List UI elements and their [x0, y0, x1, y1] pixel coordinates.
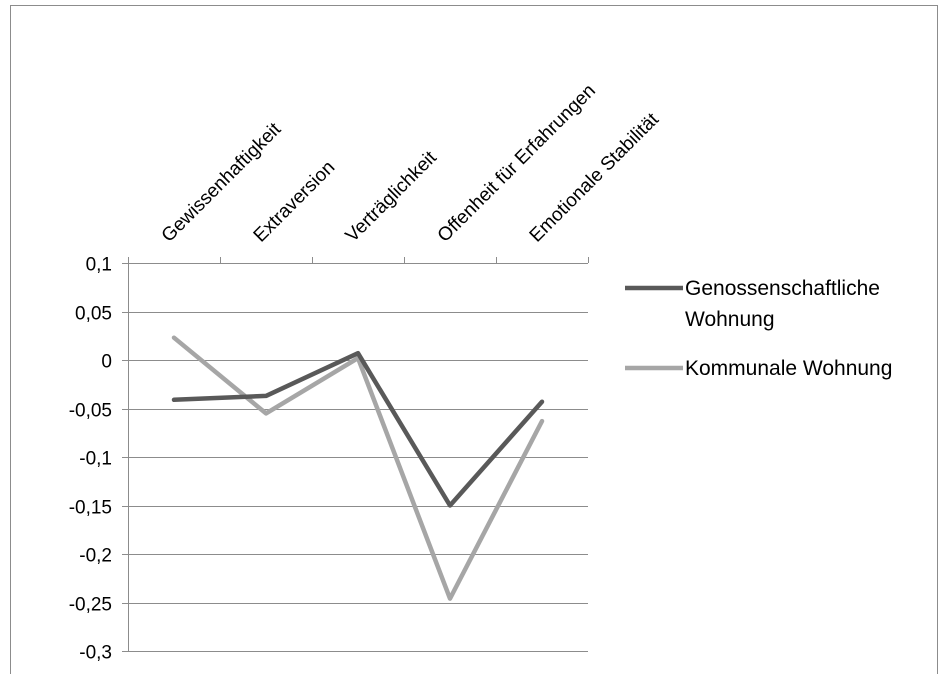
legend-label: Wohnung: [685, 308, 775, 331]
axes: [128, 257, 589, 651]
y-tick-label: -0,25: [69, 595, 112, 616]
series-line-0: [171, 350, 545, 508]
series-line-1: [171, 335, 545, 601]
chart-border: [10, 5, 938, 679]
legend-label: Genossenschaftliche: [685, 277, 880, 300]
y-tick-label: -0,1: [79, 449, 112, 470]
y-tick-label: 0,05: [75, 304, 112, 325]
y-tick-label: 0,1: [86, 255, 112, 276]
y-tick-label: -0,15: [69, 498, 112, 519]
y-tick-label: -0,05: [69, 401, 112, 422]
y-tick-label: -0,2: [79, 546, 112, 567]
series-lines: [171, 335, 545, 601]
legend-item-0: Genossenschaftliche Wohnung: [625, 277, 880, 331]
y-tick-label: 0: [101, 352, 112, 373]
y-tick-label: -0,3: [79, 643, 112, 664]
legend-label: Kommunale Wohnung: [685, 357, 892, 380]
y-tick-labels: 0,1 0,05 0 -0,05 -0,1 -0,15 -0,2 -0,25 -0,3: [69, 255, 112, 664]
legend-item-1: Kommunale Wohnung: [625, 357, 892, 380]
legend: Genossenschaftliche Wohnung Kommunale Wohn…: [625, 277, 892, 380]
